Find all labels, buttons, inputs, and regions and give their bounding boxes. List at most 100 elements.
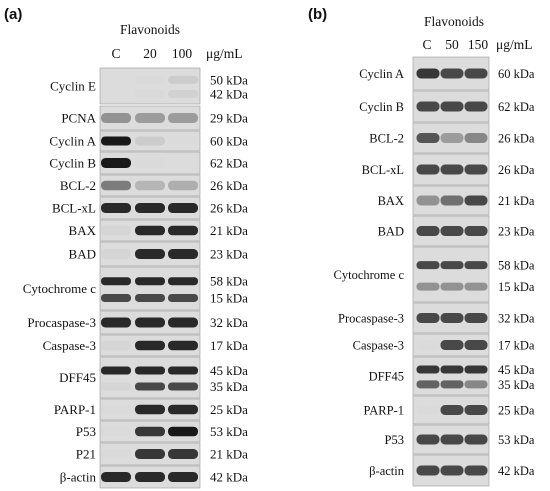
band-b-bcl-2-1-lane-3: [464, 133, 488, 143]
band-b-bax-1-lane-2: [440, 195, 464, 206]
mw-label-a-bad: 23 kDa: [210, 247, 248, 262]
panel-a-letter: (a): [4, 6, 22, 23]
band-b-cyclin-b-1-lane-1: [416, 101, 440, 112]
protein-label-a-parp-1: PARP-1: [54, 402, 96, 417]
protein-label-a-cyclin-e: Cyclin E: [50, 79, 96, 94]
blot-row-b-procaspase-3: Procaspase-3 32 kDa: [338, 302, 535, 334]
mw-label-a-bax: 21 kDa: [210, 223, 248, 238]
protein-label-a-bcl-xl: BCL-xL: [52, 201, 96, 216]
band-a-pcna-1-lane-1: [101, 113, 131, 123]
mw-label-b-bcl-2: 26 kDa: [498, 132, 535, 146]
band-b-parp-1-1-lane-2: [440, 405, 464, 415]
band-a-pcna-1-lane-3: [168, 113, 198, 123]
blot-row-a-bax: BAX 21 kDa: [69, 219, 248, 242]
protein-label-b-bcl-xl: BCL-xL: [362, 163, 404, 177]
panel-a-dose-high: 100: [172, 46, 193, 61]
band-a-cyclin-b-1-lane-2: [135, 158, 165, 168]
mw-label-b-cyclin-a: 60 kDa: [498, 67, 535, 81]
protein-label-b-beta-actin: β-actin: [369, 464, 405, 478]
band-b-parp-1-1-lane-1: [416, 405, 440, 415]
band-a-bcl-xl-1-lane-3: [168, 203, 198, 213]
protein-label-b-procaspase-3: Procaspase-3: [338, 312, 404, 326]
band-b-bad-1-lane-3: [464, 226, 488, 236]
band-a-cytochrome-c-1-lane-1: [101, 277, 131, 286]
band-b-beta-actin-1-lane-1: [416, 465, 440, 476]
blot-row-a-p53: P53 53 kDa: [76, 420, 248, 443]
protein-label-b-cyclin-a: Cyclin A: [359, 67, 404, 81]
band-b-dff45-2-lane-3: [464, 380, 488, 389]
protein-label-a-pcna: PCNA: [61, 111, 96, 126]
panel-a-treatment-label: Flavonoids: [120, 22, 180, 37]
mw-label-b-parp-1: 25 kDa: [498, 404, 535, 418]
band-a-cyclin-b-1-lane-1: [101, 158, 131, 168]
band-a-pcna-1-lane-2: [135, 113, 165, 123]
mw-label-a-caspase-3: 17 kDa: [210, 338, 248, 353]
band-a-beta-actin-1-lane-2: [135, 472, 165, 482]
band-b-dff45-1-lane-3: [464, 365, 488, 374]
band-a-procaspase-3-1-lane-3: [168, 317, 198, 328]
band-b-cyclin-b-1-lane-3: [464, 101, 488, 112]
mw-label-a-cyclin-e-1: 50 kDa: [210, 72, 248, 87]
panel-a-dose-control: C: [111, 46, 120, 61]
band-b-dff45-1-lane-1: [416, 365, 440, 374]
mw-label-a-dff45-1: 45 kDa: [210, 363, 248, 378]
band-b-p53-1-lane-3: [464, 434, 488, 445]
band-a-beta-actin-1-lane-1: [101, 472, 131, 482]
mw-label-a-procaspase-3: 32 kDa: [210, 315, 248, 330]
band-a-bax-1-lane-1: [101, 225, 131, 236]
blot-row-a-parp-1: PARP-1 25 kDa: [54, 398, 248, 421]
mw-label-b-beta-actin: 42 kDa: [498, 464, 535, 478]
panel-b: (b) Flavonoids C 50 150 μg/mL Cyclin A 60…: [308, 6, 535, 487]
mw-label-a-bcl-2: 26 kDa: [210, 178, 248, 193]
membrane-a-cyclin-b: [99, 151, 201, 175]
protein-label-b-parp-1: PARP-1: [363, 404, 404, 418]
protein-label-a-p53: P53: [76, 424, 96, 439]
mw-label-a-cytochrome-c-1: 58 kDa: [210, 274, 248, 289]
protein-label-b-p53: P53: [385, 433, 404, 447]
protein-label-a-p21: P21: [76, 447, 96, 462]
band-a-cyclin-a-1-lane-2: [135, 136, 165, 146]
band-a-cyclin-b-1-lane-3: [168, 158, 198, 168]
mw-label-b-cyclin-b: 62 kDa: [498, 100, 535, 114]
band-b-bax-1-lane-3: [464, 195, 488, 206]
band-a-dff45-1-lane-3: [168, 366, 198, 375]
protein-label-a-bad: BAD: [69, 247, 96, 262]
band-a-dff45-2-lane-1: [101, 382, 131, 391]
protein-label-a-cyclin-a: Cyclin A: [49, 134, 96, 149]
mw-label-a-p21: 21 kDa: [210, 447, 248, 462]
band-b-cyclin-a-1-lane-2: [440, 68, 464, 79]
band-a-p21-1-lane-2: [135, 449, 165, 459]
blot-row-b-cytochrome-c: Cytochrome c 58 kDa 15 kDa: [334, 246, 535, 303]
mw-label-a-cyclin-e-2: 42 kDa: [210, 86, 248, 101]
band-a-cyclin-e-2-lane-2: [135, 89, 165, 98]
mw-label-a-dff45-2: 35 kDa: [210, 379, 248, 394]
blot-row-b-cyclin-b: Cyclin B 62 kDa: [359, 90, 535, 123]
band-b-cyclin-a-1-lane-1: [416, 68, 440, 79]
band-b-bcl-xl-1-lane-1: [416, 164, 440, 175]
band-a-caspase-3-1-lane-1: [101, 340, 131, 351]
band-b-bcl-2-1-lane-2: [440, 133, 464, 143]
protein-label-a-dff45: DFF45: [59, 370, 96, 385]
panel-a-unit: μg/mL: [206, 46, 243, 61]
mw-label-a-cyclin-a: 60 kDa: [210, 134, 248, 149]
blot-row-b-bax: BAX 21 kDa: [378, 185, 535, 216]
band-b-cytochrome-c-2-lane-2: [440, 282, 464, 291]
band-a-p53-1-lane-3: [168, 426, 198, 437]
protein-label-a-procaspase-3: Procaspase-3: [27, 315, 96, 330]
band-b-p53-1-lane-1: [416, 434, 440, 445]
blot-row-a-cyclin-a: Cyclin A 60 kDa: [49, 130, 248, 152]
band-a-bad-1-lane-2: [135, 249, 165, 259]
band-a-dff45-2-lane-2: [135, 382, 165, 391]
membrane-a-cyclin-e: [99, 67, 201, 105]
blot-row-a-pcna: PCNA 29 kDa: [61, 105, 248, 131]
band-b-caspase-3-1-lane-1: [416, 340, 440, 350]
protein-label-a-beta-actin: β-actin: [60, 470, 97, 485]
band-b-beta-actin-1-lane-3: [464, 465, 488, 476]
mw-label-b-bax: 21 kDa: [498, 194, 535, 208]
